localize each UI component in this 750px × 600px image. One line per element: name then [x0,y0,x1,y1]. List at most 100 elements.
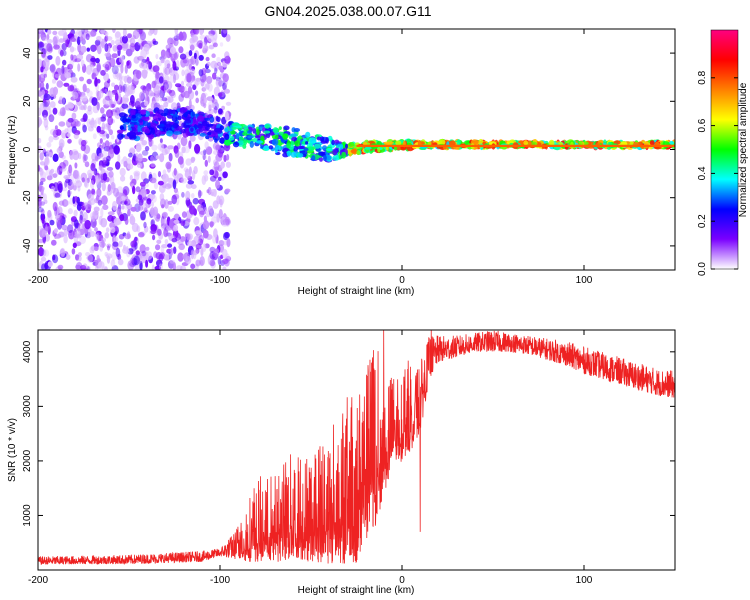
spectrogram-cell [188,140,192,150]
spectrogram-cell [167,205,174,212]
spectrogram-cell [215,179,221,189]
spectrogram-cell [159,123,165,128]
spectrogram-cell [77,43,82,53]
spectrogram-cell [178,85,185,93]
spectrogram-cell [199,210,207,215]
spectrogram-cell [213,189,217,197]
spectrogram-cell [54,71,59,81]
spectrogram-cell [61,97,66,105]
spectrogram-cell [114,31,122,41]
spectrogram-cell [100,29,106,34]
spectrogram-cell [231,122,240,126]
spectrogram-cell [166,130,173,137]
spectrogram-cell [179,53,187,60]
spectrogram-cell [120,175,126,182]
spectrogram-cell [137,125,141,133]
spectrogram-cell [76,29,83,35]
spectrogram-cell [188,50,193,57]
spectrogram-cell [158,253,164,262]
spectrogram-cell [39,152,44,161]
spectrogram-cell [55,129,62,136]
spectrogram-cell [58,98,63,104]
spectrogram-cell [104,31,109,37]
spectrogram-cell [181,146,186,154]
spectrogram-cell [39,81,45,90]
spectrogram-cell [52,107,58,115]
spectrogram-cell [283,125,290,131]
spectrogram-cell [150,229,156,235]
spectrogram-cell [134,42,141,52]
spectrogram-cell [177,240,184,246]
spectrogram-cell [141,150,149,156]
spectrogram-cell [105,227,110,233]
snr-x-tick-label: -200 [28,575,48,586]
spectrogram-cell [163,101,169,108]
spectrogram-cell [135,70,142,80]
snr-x-axis-label: Height of straight line (km) [298,585,415,596]
spectrogram-cell [106,155,111,162]
spectrogram-cell [43,115,48,121]
spectrogram-cell [63,234,68,244]
spectrogram-cell [44,165,49,171]
spectrogram-cell [154,129,162,137]
spectrogram-cell [43,98,51,107]
spectrogram-cell [124,217,129,225]
spectrogram-cell [294,140,301,147]
spectrogram-cell [118,240,123,248]
spectrogram-cell [131,222,139,233]
spectrogram-cell [132,185,136,195]
spectrogram-cell [38,31,41,40]
spectrogram-cell [75,264,82,270]
spectrogram-cell [145,246,150,251]
spectrogram-cell [46,43,52,52]
spectrogram-cell [139,137,144,142]
spectrogram-cell [198,69,204,77]
spectrogram-cell [42,148,46,155]
spectrogram-cell [193,52,197,60]
spectrogram-cell [209,175,217,182]
spectrogram-cell [169,74,177,83]
spectrogram-cell [222,258,229,265]
spectrogram-cell [199,35,206,40]
spectrogram-cell [139,181,146,187]
spectrogram-cell [243,125,249,130]
spectrogram-cell [255,140,264,144]
spectrogram-cell [173,168,177,176]
spectrogram-cell [178,46,184,54]
spectrogram-cell [104,61,109,68]
spectrogram-cell [124,75,128,84]
spectrogram-cell [216,61,222,67]
spectrogram-cell [87,169,93,177]
spectrogram-cell [107,184,112,192]
spectrogram-cell [92,104,100,114]
spectrogram-cell [131,114,137,119]
spectrogram-cell [79,36,84,42]
spectrogram-cell [152,65,160,73]
spectrogram-cell [38,90,43,97]
spectrogram-cell [114,31,121,38]
spectrogram-cell [548,139,555,146]
snr-frame [37,329,676,571]
spectrogram-cell [96,101,100,111]
spectrogram-cell [141,59,145,67]
spectrogram-cell [137,153,143,162]
spectrogram-cell [46,34,50,40]
spectrogram-cell [213,248,220,258]
spectrogram-cell [105,98,112,106]
spectrogram-cell [133,171,140,181]
spectrogram-cell [229,124,234,132]
spectrogram-cell [135,98,142,108]
spectrogram-cell [181,191,185,198]
spectrogram-cell [59,49,64,57]
spectrogram-cell [134,236,138,242]
spectrogram-cell [126,163,134,170]
spectrogram-cell [70,180,76,187]
spectrogram-y-axis-label: Frequency (Hz) [7,116,18,185]
spectrogram-cell [169,46,177,55]
spectrogram-cell [102,142,106,149]
spectrogram-cell [62,29,67,33]
spectrogram-cell [224,139,231,146]
spectrogram-cell [286,142,291,149]
spectrogram-x-ticks: -200 -100 0 100 [28,29,593,286]
spectrogram-cell [178,243,185,251]
